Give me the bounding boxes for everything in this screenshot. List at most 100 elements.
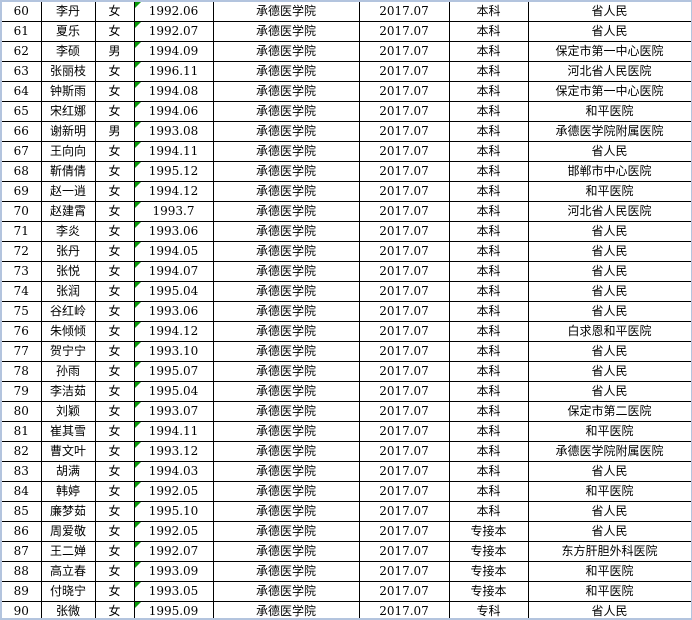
cell-hospital[interactable]: 东方肝胆外科医院 <box>527 541 691 562</box>
cell-birth-date[interactable]: 1993.10 <box>133 341 214 362</box>
cell-graduation-date[interactable]: 2017.07 <box>358 61 450 82</box>
cell-school[interactable]: 承德医学院 <box>212 181 360 202</box>
cell-hospital[interactable]: 省人民 <box>527 301 691 322</box>
cell-birth-date[interactable]: 1993.08 <box>133 121 214 142</box>
cell-name[interactable]: 胡满 <box>40 461 96 482</box>
cell-row-number[interactable]: 63 <box>2 61 42 82</box>
cell-education-level[interactable]: 本科 <box>448 501 529 522</box>
cell-education-level[interactable]: 本科 <box>448 401 529 422</box>
cell-birth-date[interactable]: 1992.05 <box>133 521 214 542</box>
cell-hospital[interactable]: 和平医院 <box>527 581 691 602</box>
cell-birth-date[interactable]: 1995.04 <box>133 281 214 302</box>
cell-gender[interactable]: 女 <box>94 161 135 182</box>
cell-graduation-date[interactable]: 2017.07 <box>358 301 450 322</box>
cell-row-number[interactable]: 79 <box>2 381 42 402</box>
cell-gender[interactable]: 女 <box>94 221 135 242</box>
cell-graduation-date[interactable]: 2017.07 <box>358 121 450 142</box>
cell-row-number[interactable]: 81 <box>2 421 42 442</box>
cell-name[interactable]: 曹文叶 <box>40 441 96 462</box>
cell-gender[interactable]: 女 <box>94 61 135 82</box>
cell-row-number[interactable]: 87 <box>2 541 42 562</box>
cell-graduation-date[interactable]: 2017.07 <box>358 321 450 342</box>
cell-education-level[interactable]: 专科 <box>448 601 529 618</box>
cell-school[interactable]: 承德医学院 <box>212 321 360 342</box>
cell-graduation-date[interactable]: 2017.07 <box>358 401 450 422</box>
cell-birth-date[interactable]: 1993.06 <box>133 301 214 322</box>
cell-name[interactable]: 贺宁宁 <box>40 341 96 362</box>
cell-row-number[interactable]: 76 <box>2 321 42 342</box>
cell-birth-date[interactable]: 1994.07 <box>133 261 214 282</box>
cell-hospital[interactable]: 保定市第一中心医院 <box>527 41 691 62</box>
cell-school[interactable]: 承德医学院 <box>212 501 360 522</box>
cell-birth-date[interactable]: 1992.07 <box>133 541 214 562</box>
cell-name[interactable]: 李丹 <box>40 2 96 22</box>
cell-hospital[interactable]: 和平医院 <box>527 421 691 442</box>
cell-school[interactable]: 承德医学院 <box>212 101 360 122</box>
cell-education-level[interactable]: 本科 <box>448 441 529 462</box>
cell-education-level[interactable]: 专接本 <box>448 541 529 562</box>
cell-name[interactable]: 张微 <box>40 601 96 618</box>
cell-row-number[interactable]: 67 <box>2 141 42 162</box>
cell-birth-date[interactable]: 1993.7 <box>133 201 214 222</box>
cell-graduation-date[interactable]: 2017.07 <box>358 341 450 362</box>
cell-graduation-date[interactable]: 2017.07 <box>358 521 450 542</box>
cell-graduation-date[interactable]: 2017.07 <box>358 101 450 122</box>
cell-row-number[interactable]: 73 <box>2 261 42 282</box>
cell-hospital[interactable]: 省人民 <box>527 261 691 282</box>
cell-school[interactable]: 承德医学院 <box>212 561 360 582</box>
cell-birth-date[interactable]: 1995.10 <box>133 501 214 522</box>
cell-gender[interactable]: 女 <box>94 601 135 618</box>
cell-gender[interactable]: 女 <box>94 241 135 262</box>
cell-graduation-date[interactable]: 2017.07 <box>358 421 450 442</box>
cell-education-level[interactable]: 本科 <box>448 101 529 122</box>
cell-row-number[interactable]: 61 <box>2 21 42 42</box>
cell-row-number[interactable]: 72 <box>2 241 42 262</box>
cell-school[interactable]: 承德医学院 <box>212 521 360 542</box>
cell-name[interactable]: 赵一逍 <box>40 181 96 202</box>
cell-name[interactable]: 谷红岭 <box>40 301 96 322</box>
cell-education-level[interactable]: 本科 <box>448 301 529 322</box>
cell-school[interactable]: 承德医学院 <box>212 241 360 262</box>
cell-hospital[interactable]: 保定市第一中心医院 <box>527 81 691 102</box>
cell-graduation-date[interactable]: 2017.07 <box>358 481 450 502</box>
cell-school[interactable]: 承德医学院 <box>212 481 360 502</box>
cell-school[interactable]: 承德医学院 <box>212 41 360 62</box>
cell-graduation-date[interactable]: 2017.07 <box>358 81 450 102</box>
cell-gender[interactable]: 女 <box>94 101 135 122</box>
cell-name[interactable]: 高立春 <box>40 561 96 582</box>
cell-school[interactable]: 承德医学院 <box>212 21 360 42</box>
cell-row-number[interactable]: 88 <box>2 561 42 582</box>
cell-gender[interactable]: 女 <box>94 181 135 202</box>
cell-gender[interactable]: 男 <box>94 41 135 62</box>
cell-hospital[interactable]: 省人民 <box>527 461 691 482</box>
cell-birth-date[interactable]: 1994.06 <box>133 101 214 122</box>
cell-birth-date[interactable]: 1995.12 <box>133 161 214 182</box>
cell-hospital[interactable]: 省人民 <box>527 241 691 262</box>
cell-education-level[interactable]: 本科 <box>448 381 529 402</box>
cell-school[interactable]: 承德医学院 <box>212 301 360 322</box>
cell-birth-date[interactable]: 1995.07 <box>133 361 214 382</box>
cell-graduation-date[interactable]: 2017.07 <box>358 561 450 582</box>
cell-hospital[interactable]: 河北省人民医院 <box>527 201 691 222</box>
cell-education-level[interactable]: 本科 <box>448 201 529 222</box>
cell-graduation-date[interactable]: 2017.07 <box>358 2 450 22</box>
cell-birth-date[interactable]: 1994.03 <box>133 461 214 482</box>
cell-name[interactable]: 钟斯雨 <box>40 81 96 102</box>
cell-education-level[interactable]: 本科 <box>448 221 529 242</box>
cell-row-number[interactable]: 64 <box>2 81 42 102</box>
cell-row-number[interactable]: 83 <box>2 461 42 482</box>
cell-row-number[interactable]: 71 <box>2 221 42 242</box>
cell-name[interactable]: 张润 <box>40 281 96 302</box>
cell-row-number[interactable]: 60 <box>2 2 42 22</box>
cell-row-number[interactable]: 77 <box>2 341 42 362</box>
cell-hospital[interactable]: 和平医院 <box>527 101 691 122</box>
cell-education-level[interactable]: 本科 <box>448 141 529 162</box>
cell-name[interactable]: 李洁茹 <box>40 381 96 402</box>
cell-school[interactable]: 承德医学院 <box>212 601 360 618</box>
cell-birth-date[interactable]: 1994.08 <box>133 81 214 102</box>
cell-row-number[interactable]: 65 <box>2 101 42 122</box>
cell-hospital[interactable]: 承德医学院附属医院 <box>527 441 691 462</box>
cell-gender[interactable]: 女 <box>94 521 135 542</box>
cell-school[interactable]: 承德医学院 <box>212 61 360 82</box>
cell-birth-date[interactable]: 1992.06 <box>133 2 214 22</box>
